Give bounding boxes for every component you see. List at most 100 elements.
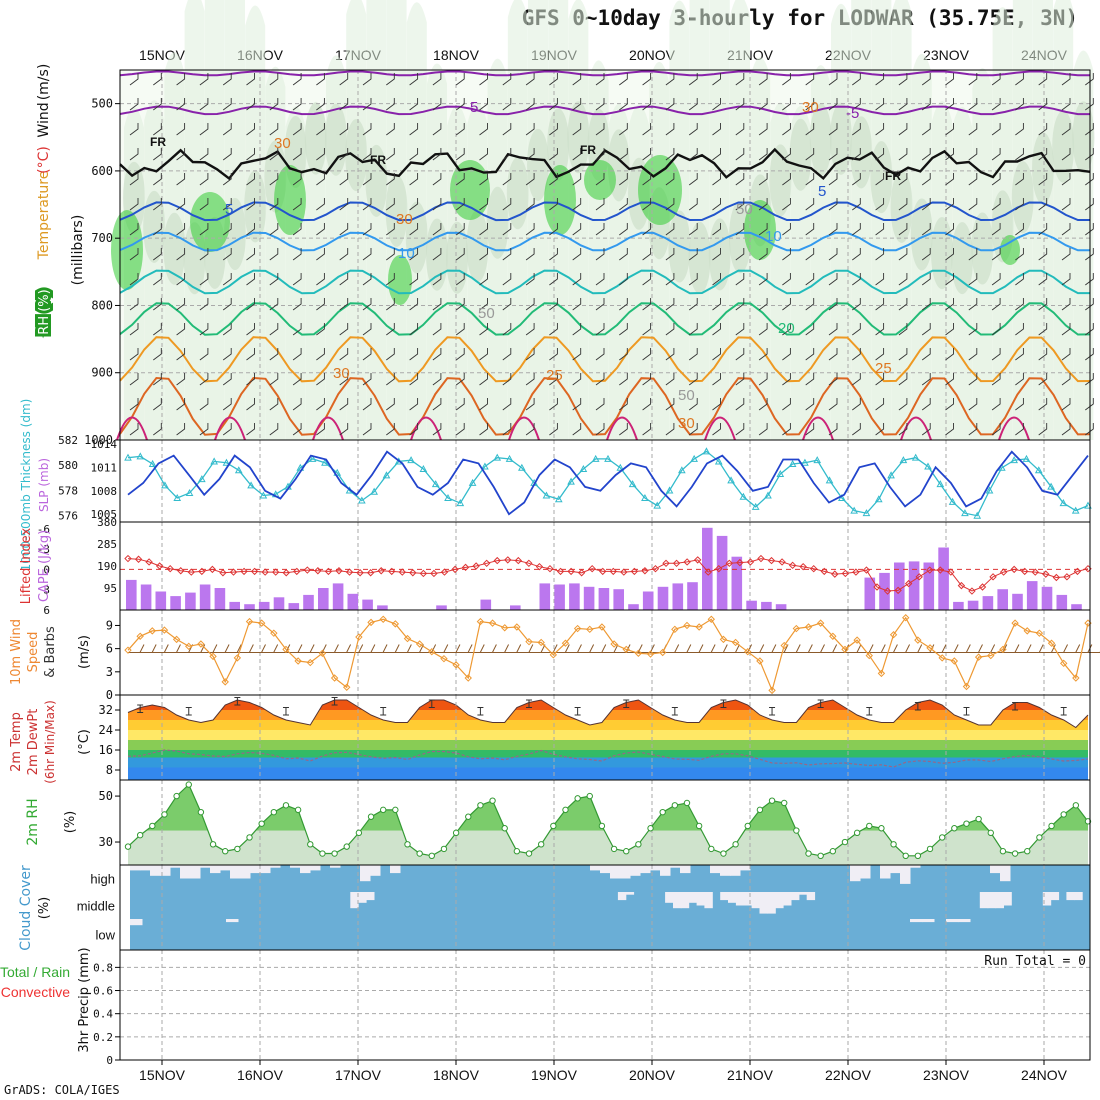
minmax-bar	[866, 707, 873, 716]
lifted-index-marker	[419, 569, 428, 578]
lifted-index-marker	[377, 567, 385, 575]
temp-band	[128, 700, 1088, 710]
pressure-tick-label: 1000	[84, 433, 113, 447]
wind-barb	[688, 198, 698, 211]
wind-barb	[479, 173, 488, 186]
lifted-index-marker	[778, 558, 786, 566]
thickness-marker	[862, 509, 871, 517]
lifted-index-marker	[461, 563, 470, 572]
cloud-clear-middle	[1074, 892, 1083, 901]
wind-barb	[129, 323, 139, 336]
wind-barb	[386, 98, 395, 111]
date-label-top: 18NOV	[433, 47, 480, 63]
thickness-marker	[924, 462, 932, 470]
wind-barb	[991, 73, 1001, 86]
wind-barb	[1015, 223, 1024, 236]
wind-barb	[176, 223, 186, 236]
lifted-index-marker	[166, 565, 174, 573]
wind-barb	[246, 373, 255, 386]
wind-barb	[339, 423, 349, 436]
wind-barb	[455, 298, 465, 311]
contour-label: 30	[274, 135, 291, 152]
thickness-marker	[801, 458, 809, 466]
wind-speed-marker	[707, 615, 715, 623]
wind-barb	[153, 248, 162, 261]
minmax-bar	[769, 707, 776, 716]
rh-band	[1011, 161, 1034, 234]
rh2m-marker	[817, 852, 824, 860]
wind-barb	[199, 198, 209, 211]
cloud-clear-low	[946, 919, 959, 923]
wind-barb	[502, 123, 512, 136]
wind-barb	[665, 398, 675, 411]
thickness-marker	[444, 493, 452, 502]
rh2m-marker	[416, 850, 423, 857]
lifted-index-marker	[525, 559, 533, 567]
wind-barb	[316, 273, 325, 286]
wind-barb	[129, 98, 139, 111]
wind-barb	[502, 73, 512, 86]
rh2m-marker	[440, 845, 448, 853]
wind-speed-marker	[622, 645, 630, 654]
wind-barb	[222, 123, 232, 136]
surface-wind-barb	[140, 644, 157, 653]
wind-barb	[595, 348, 605, 361]
wind-barb	[292, 273, 302, 286]
thickness-marker	[468, 478, 477, 486]
wind-barb	[805, 273, 815, 286]
cloud-clear-high	[370, 865, 381, 876]
cape-bar	[569, 583, 580, 610]
wind-barb	[921, 373, 931, 386]
wind-barb	[549, 373, 558, 386]
lifted-index-marker	[651, 565, 660, 573]
rh2m-marker	[550, 822, 557, 830]
lifted-index-marker	[599, 567, 607, 576]
cape-bar	[657, 586, 669, 610]
cloud-unit: (%)	[37, 897, 52, 920]
cape-bar	[185, 592, 196, 610]
wind-barb	[222, 398, 232, 411]
cloud-clear-high	[610, 865, 621, 879]
wind-barb	[1085, 298, 1094, 311]
rh2m-marker	[756, 806, 764, 814]
wind-barb	[712, 123, 721, 136]
rh2m-marker	[489, 797, 496, 804]
rh-band	[163, 212, 186, 285]
thickness-axis-label: 1000-500mb Thickness (dm)	[19, 399, 33, 572]
lifted-index-marker	[831, 570, 839, 578]
wind-barb	[619, 323, 628, 336]
wind-barb	[688, 98, 698, 111]
precip-tick-label: 0.4	[93, 1008, 113, 1021]
wind-barb	[875, 373, 885, 386]
cloud-clear-middle	[617, 892, 627, 901]
precip-convective-label: Convective	[1, 984, 70, 1000]
lifted-index-marker	[915, 573, 923, 581]
wind-barb	[782, 348, 791, 361]
wind-barb	[945, 73, 954, 86]
wind-barb	[968, 348, 978, 361]
temp-unit: (°C)	[77, 729, 92, 755]
slp-tick-label: 1011	[91, 461, 118, 474]
wind-barb	[1085, 248, 1094, 261]
wind-barb	[1015, 298, 1024, 311]
wind-barb	[339, 148, 349, 161]
wind-barb	[852, 148, 861, 161]
cloud-layer-label: low	[95, 928, 115, 943]
cloud-clear-high	[630, 865, 641, 876]
wind-barb	[665, 298, 675, 311]
thickness-marker	[702, 447, 711, 455]
wind-speed-marker	[501, 624, 509, 632]
cloud-clear-low	[910, 919, 923, 923]
lifted-index-marker	[472, 562, 480, 570]
temp-tick-label: 8	[106, 763, 113, 777]
cloud-clear-high	[290, 865, 301, 868]
wind-barb	[991, 123, 1001, 136]
lifted-index-marker	[293, 567, 301, 576]
rh2m-marker	[841, 838, 849, 846]
wind-barb	[409, 423, 419, 436]
wind-barb	[1085, 323, 1094, 336]
cape-bar	[613, 589, 624, 610]
wind-speed-marker	[415, 640, 424, 648]
